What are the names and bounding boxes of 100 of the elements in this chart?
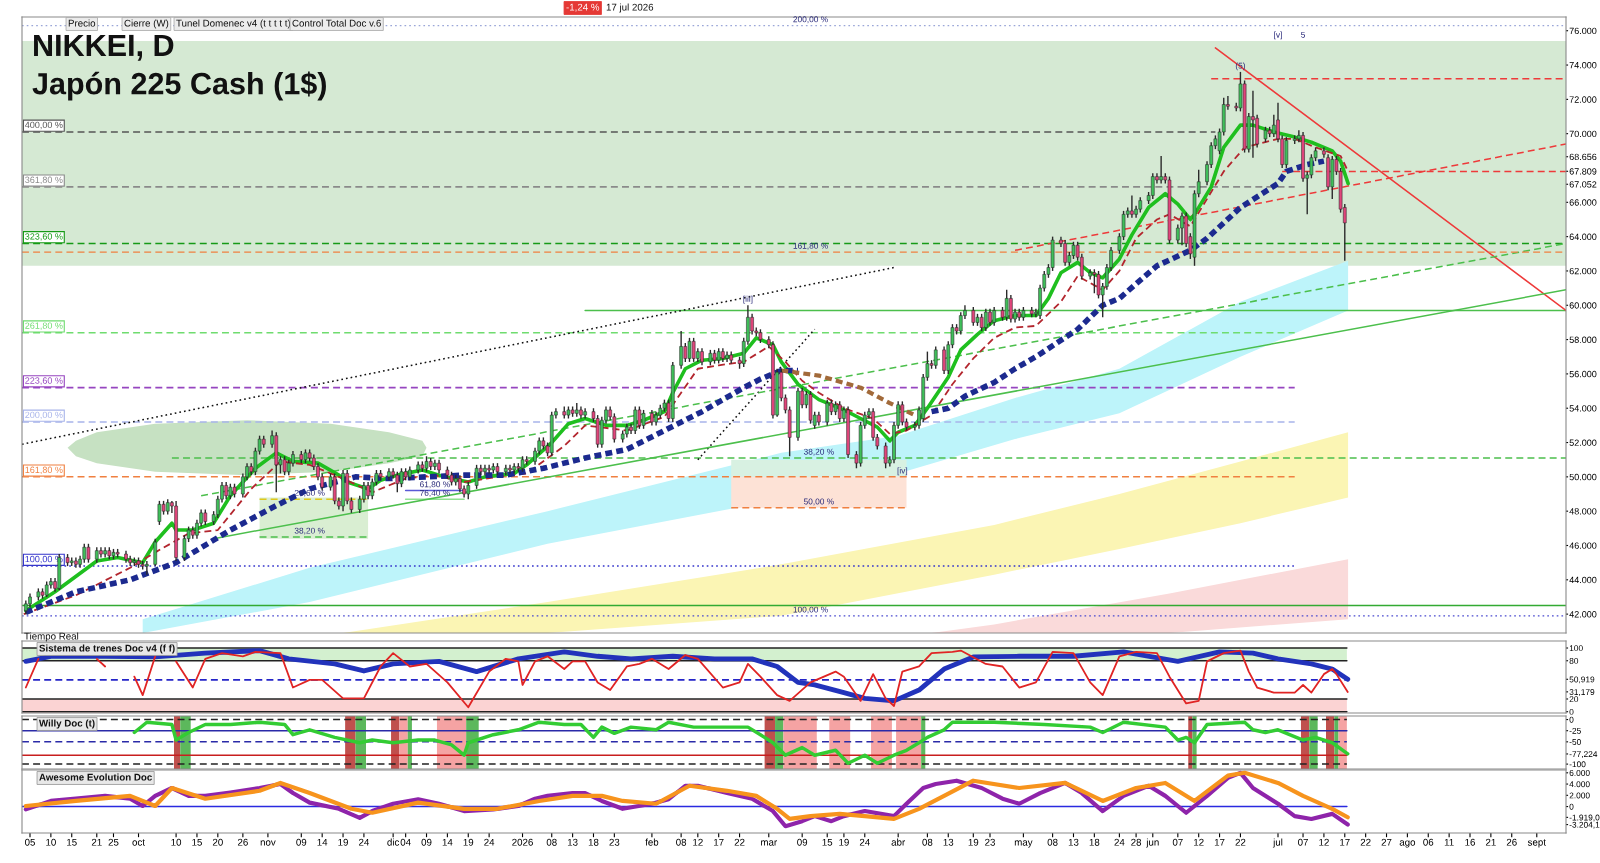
x-tick-label: 06 [1423,838,1434,846]
annotation: 50,00 % [803,498,834,506]
y-tick-label: 62.000 [1569,267,1597,275]
annotation: Cierre (W) [124,19,169,29]
x-tick-label: 21 [91,838,102,846]
candlestick [1063,239,1067,267]
candlestick [82,543,87,564]
y-tick-label: -1.919,0 [1569,814,1600,822]
x-tick-label: 25 [108,838,119,846]
candlestick [683,342,688,363]
y-tick-label: 74.000 [1569,62,1597,69]
y-tick-label: 50,919 [1569,676,1595,684]
x-tick-label: 16 [1465,838,1475,846]
candlestick [1004,289,1009,322]
x-tick-label: 12 [693,838,703,846]
line-series [779,368,917,418]
y-tick-label: 56.000 [1569,370,1597,378]
x-tick-label: 27 [1381,838,1392,846]
text: -1,24 % [566,3,600,12]
text: 17 jul 2026 [606,3,654,13]
x-tick-label: 08 [546,838,557,846]
y-tick-label: -25 [1569,727,1581,734]
candlestick [1180,211,1184,246]
annotation: 76,40 % [420,489,450,497]
chart-title: Willy Doc (t) [38,719,95,729]
annotation: [iv] [897,467,908,476]
annotation: 38,20 % [294,527,325,535]
x-tick-label: 17 [714,838,724,846]
text: Japón 225 Cash (1$) [32,71,326,101]
y-tick-label: 68.656 [1569,153,1597,161]
x-tick-label: 24 [859,838,870,846]
x-tick-label: 14 [317,838,328,846]
y-tick-label: -77,224 [1569,751,1598,759]
x-tick-label: jun [1146,838,1159,848]
x-tick-label: abr [891,838,906,846]
x-tick-label: 13 [567,838,578,846]
y-tick-label: 52.000 [1569,439,1597,446]
y-tick-label: 60.000 [1569,302,1597,309]
x-tick-label: 19 [839,838,849,846]
x-tick-label: 10 [171,838,182,846]
y-tick-label: -100 [1569,761,1586,768]
candlestick [1159,155,1163,185]
x-tick-label: 26 [1506,838,1517,846]
y-tick-label: 0 [1569,708,1574,715]
annotation: 200,00 % [793,16,828,24]
x-tick-label: dic [387,838,400,846]
y-tick-label: 76.000 [1569,27,1597,35]
y-tick-label: 42.000 [1569,611,1597,618]
y-tick-label: -50 [1569,739,1581,745]
x-tick-label: 18 [1089,838,1100,846]
candlestick [992,306,996,327]
x-tick-label: 09 [421,838,432,846]
x-tick-label: 22 [1235,838,1246,846]
y-tick-label: 72.000 [1569,96,1597,103]
x-tick-label: 13 [1068,838,1079,846]
series-label: 400,00 % [24,121,63,130]
x-tick-label: 24 [484,838,495,846]
x-tick-label: nov [260,840,276,846]
annotation: [iii] [743,295,753,304]
x-tick-label: 19 [463,838,474,846]
series-label: 323,60 % [25,233,63,241]
candlestick [687,337,692,363]
candlestick [971,306,976,327]
candlestick [637,405,642,430]
x-tick-label: 26 [237,838,248,846]
annotation: 100,00 % [793,606,828,614]
x-tick-label: 22 [734,838,745,846]
candlestick [1251,90,1255,159]
x-tick-label: ago [1399,840,1416,848]
candlestick [691,337,696,363]
candlestick [679,330,683,370]
annotation: Precio [68,19,96,27]
x-tick-label: 15 [67,838,77,846]
x-tick-label: 24 [1114,838,1125,846]
candlestick [282,455,287,476]
candlestick [1092,268,1097,294]
x-tick-label: 12 [1319,838,1329,846]
chart-title: Awesome Evolution Doc [39,773,152,781]
candlestick [837,400,842,423]
x-tick-label: sept [1527,839,1546,848]
x-tick-label: 19 [338,838,348,846]
y-tick-label: 48.000 [1569,508,1597,515]
y-tick-label: 0 [1569,716,1574,723]
candlestick [145,560,149,576]
y-tick-label: 54.000 [1569,405,1597,412]
x-tick-label: 04 [400,838,411,846]
candlestick [395,471,400,493]
x-tick-label: 12 [1194,838,1204,846]
x-tick-label: 28 [1131,838,1142,846]
y-tick-label: 4.000 [1569,781,1590,788]
x-tick-label: jul [1272,838,1283,848]
x-tick-label: 17 [1214,838,1225,846]
x-tick-label: 08 [922,838,933,846]
x-tick-label: 24 [359,838,370,846]
x-tick-label: 19 [968,838,979,846]
x-tick-label: mar [761,840,777,846]
x-tick-label: may [1014,840,1033,848]
x-tick-label: 17 [1340,838,1350,846]
x-tick-label: 11 [1444,838,1454,846]
y-tick-label: 44.000 [1569,576,1597,584]
